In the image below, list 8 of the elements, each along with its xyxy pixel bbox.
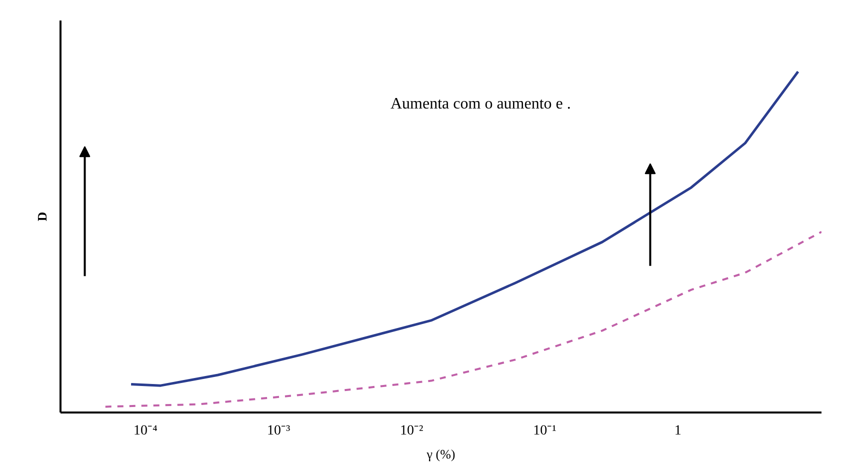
x-tick-label: 10⁻² xyxy=(400,424,424,438)
x-axis-title: γ (%) xyxy=(426,446,456,462)
x-tick-label: 1 xyxy=(674,424,682,438)
x-tick-label: 10⁻⁴ xyxy=(134,424,158,438)
annotation: Aumenta com o aumento e . xyxy=(390,96,571,112)
y-axis-title: D xyxy=(34,212,50,222)
x-tick-label: 10⁻¹ xyxy=(533,424,556,438)
x-tick-label: 10⁻³ xyxy=(266,424,290,438)
